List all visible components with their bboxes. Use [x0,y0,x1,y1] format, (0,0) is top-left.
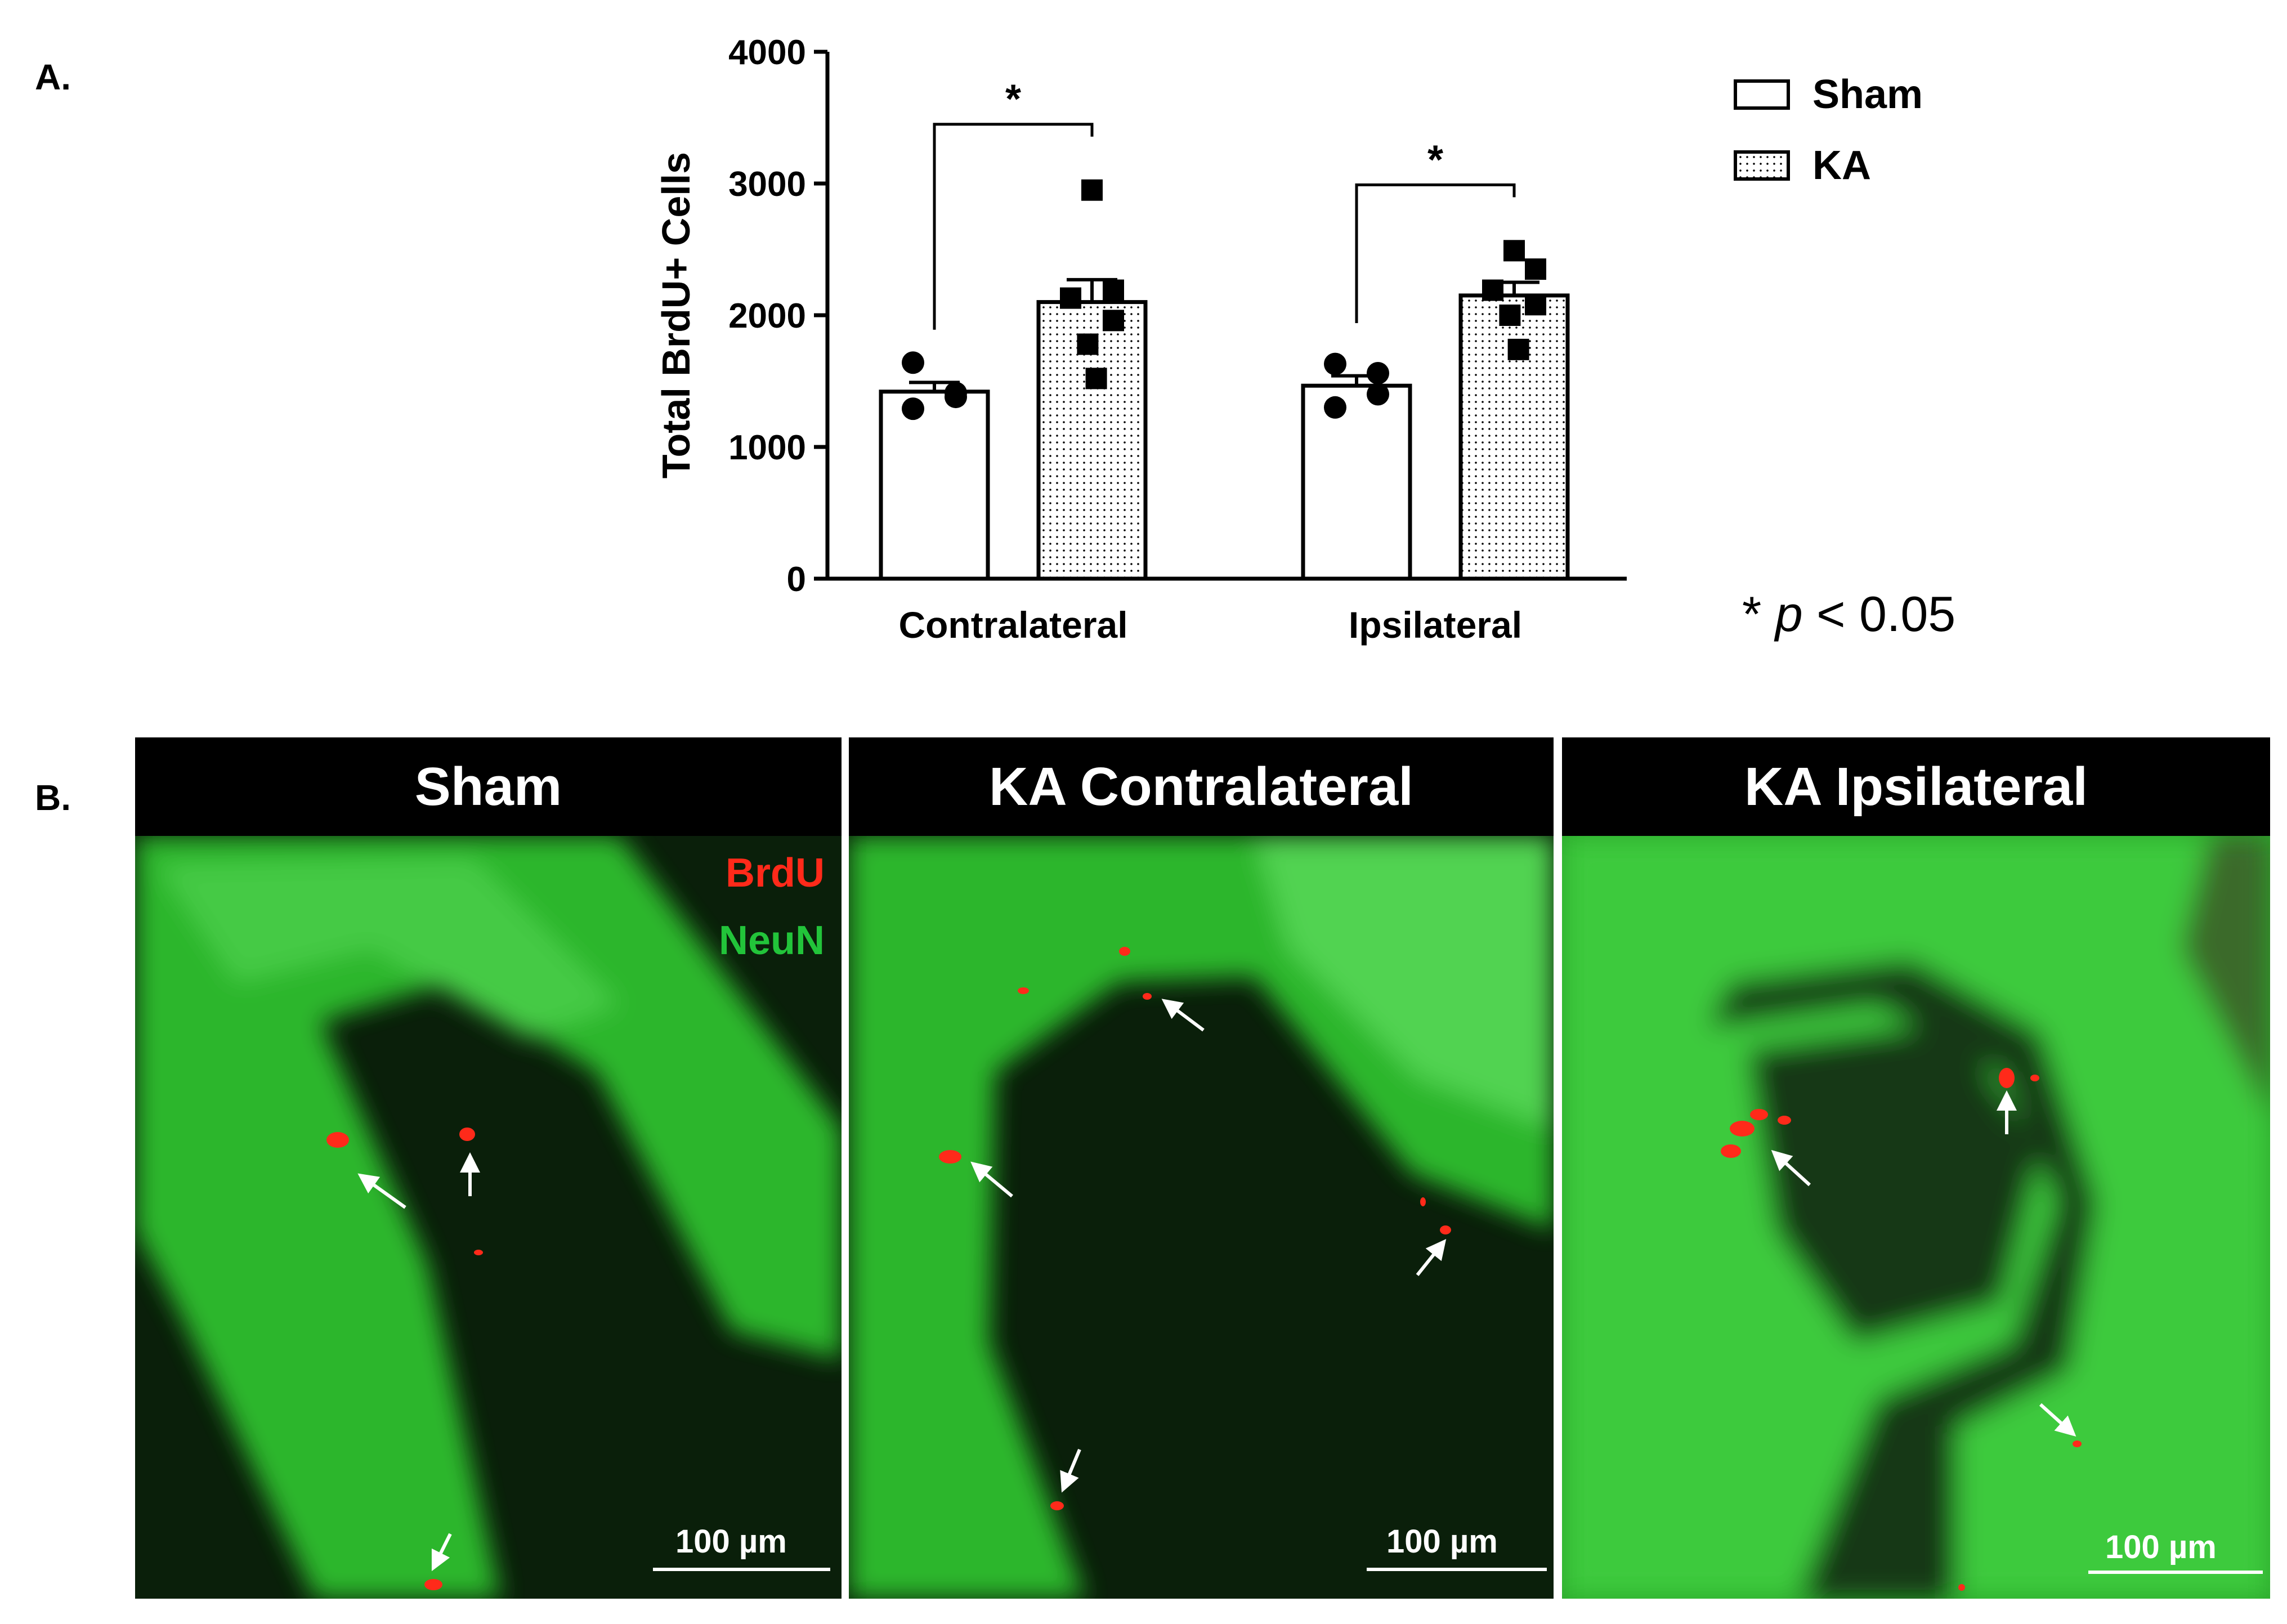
chart-legend: Sham KA [1734,59,1923,201]
scale-bar [2088,1571,2263,1574]
data-point-ka [1525,258,1546,280]
legend-label-ka: KA [1812,143,1871,188]
legend-label-sham: Sham [1812,72,1923,117]
bar-chart: 0 1000 2000 3000 4000 Total BrdU+ Cells Contra… [654,33,1627,646]
data-point-sham [902,397,924,420]
legend-swatch-sham [1734,79,1790,110]
pnote-prefix: * [1742,586,1775,642]
data-point-sham [1367,383,1389,406]
bar-sham [879,390,990,581]
y-tick-label: 3000 [728,165,806,204]
data-point-ka [1507,338,1529,360]
micrograph-title: Sham [135,737,842,836]
scale-bar [653,1568,830,1571]
legend-item-ka: KA [1734,130,1923,201]
significance-bracket [933,123,1094,330]
y-tick-label: 4000 [728,33,806,72]
micrograph-image [135,836,842,1599]
data-point-ka [1499,305,1521,326]
data-point-sham [1324,352,1346,375]
data-point-ka [1060,287,1081,309]
legend-item-sham: Sham [1734,59,1923,130]
panel-label-b: B. [35,777,71,818]
panel-label-a: A. [35,57,71,97]
data-point-ka [1503,240,1525,262]
bar-ka [1458,293,1570,581]
legend-swatch-ka [1734,150,1790,181]
x-tick-label: Ipsilateral [1349,604,1522,646]
y-axis-label: Total BrdU+ Cells [654,152,698,478]
data-point-ka [1525,294,1546,316]
bar-sham [1301,383,1412,581]
micrograph-title: KA Ipsilateral [1562,737,2270,836]
data-point-sham [1367,361,1389,384]
micrograph-ka-ipsilateral: KA Ipsilateral 100 µm [1562,737,2270,1599]
micrograph-title: KA Contralateral [849,737,1554,836]
data-point-sham [902,351,924,374]
y-tick-label: 2000 [728,297,806,335]
brdu-cells [939,947,1451,1510]
micrograph-image [849,836,1554,1599]
micrograph-image [1562,836,2270,1599]
stain-label-brdu: BrdU [726,851,825,896]
brdu-cells [326,1128,483,1590]
x-tick-label: Contralateral [898,604,1127,646]
significance-star: * [1427,137,1443,182]
data-point-ka [1482,279,1503,301]
data-point-ka [1077,333,1099,355]
data-point-ka [1103,279,1124,301]
data-point-ka [1103,310,1124,332]
stain-label-neun: NeuN [718,918,825,963]
pnote-suffix: < 0.05 [1802,586,1956,642]
significance-star: * [1005,77,1021,122]
scale-bar-label: 100 µm [1386,1523,1498,1560]
micrograph-sham: Sham BrdU NeuN 100 µm [135,737,842,1599]
data-point-ka [1085,368,1107,390]
micrograph-ka-contralateral: KA Contralateral 100 µm [849,737,1554,1599]
data-point-ka [1081,179,1103,201]
data-point-sham [1324,396,1346,419]
significance-note: * p < 0.05 [1742,585,1955,643]
y-tick-label: 1000 [728,428,806,467]
significance-bracket [1355,183,1516,324]
data-point-sham [945,382,967,405]
scale-bar [1367,1568,1547,1571]
scale-bar-label: 100 µm [2105,1529,2217,1565]
pnote-p: p [1775,586,1803,642]
scale-bar-label: 100 µm [675,1523,787,1560]
brdu-cells [1721,1068,2082,1591]
y-tick-label: 0 [787,560,806,599]
